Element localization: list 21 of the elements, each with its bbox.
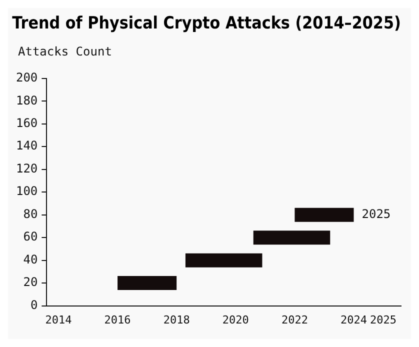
y-tick-label: 20 [23,275,38,290]
y-tick-label: 100 [16,184,38,198]
y-tick-label: 80 [23,206,38,221]
annotation: 2025 [362,206,391,221]
y-tick-label: 180 [16,93,38,108]
y-tick-label: 160 [16,116,38,130]
y-tick-label: 120 [16,161,38,176]
x-tick-label: 2025 [370,313,397,326]
x-tick-label: 2024 [340,313,368,326]
y-tick-label: 60 [23,230,38,244]
x-tick-label: 2014 [45,313,72,326]
y-axis-title: Attacks Count [18,44,112,59]
y-tick-label: 140 [16,138,38,153]
x-tick-label: 2016 [104,313,131,326]
y-tick-label: 40 [23,252,38,266]
x-tick-label: 2022 [281,313,308,326]
x-tick-label: 2020 [222,313,249,326]
x-tick-label: 2018 [163,313,190,326]
y-tick-label: 200 [16,70,38,85]
chart-title: Trend of Physical Crypto Attacks (2014–2025) [12,12,401,33]
y-tick-label: 0 [30,298,38,312]
